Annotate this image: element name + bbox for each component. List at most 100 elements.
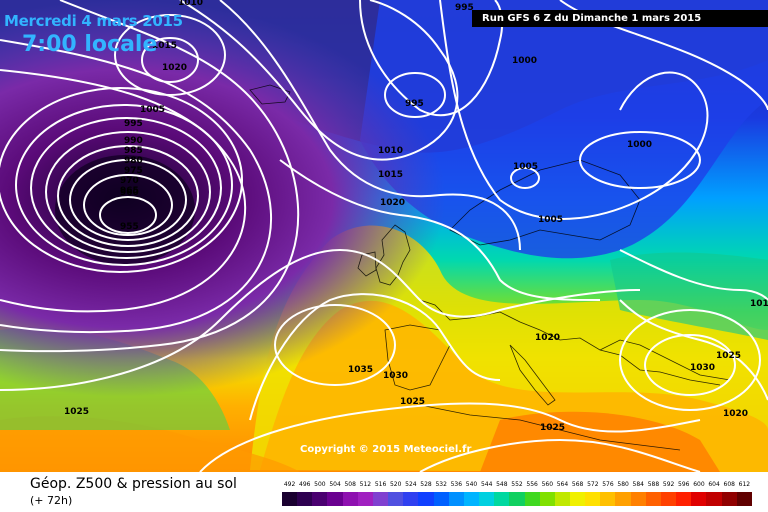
color-scale-swatch [569, 492, 586, 506]
coast-europe [419, 299, 721, 386]
isobar-label: 101 [750, 299, 768, 309]
isobar-1000-russia [579, 131, 701, 189]
color-scale-value: 576 [602, 481, 614, 488]
isobar-label: 970 [120, 176, 139, 186]
isobar-label: 985 [124, 146, 143, 156]
color-scale-swatch [615, 492, 631, 506]
color-scale-value: 564 [556, 481, 569, 488]
color-scale-value: 536 [450, 481, 463, 488]
isobar-1015-east [619, 249, 768, 301]
color-scale-labels: 492 496 500 504 508 512 516 520 524 528 532 536 540 5… [282, 481, 752, 491]
color-scale-value: 604 [708, 481, 720, 488]
isobar-1025-balkans [619, 309, 761, 411]
isobar-1025-atlantic [0, 248, 641, 391]
color-scale-swatch [297, 492, 313, 506]
isobar-label: 1000 [512, 56, 537, 66]
isobar-970 [57, 145, 199, 247]
isobar-label: 1025 [400, 397, 425, 407]
color-scale-value: 524 [405, 481, 417, 488]
isobar-995-west [0, 69, 247, 313]
color-scale-swatch [585, 492, 601, 506]
coast-africa [379, 404, 681, 451]
model-run-banner: Run GFS 6 Z du Dimanche 1 mars 2015 [472, 10, 768, 27]
color-scale-swatch [600, 492, 616, 506]
color-scale-swatch [736, 492, 752, 506]
isobar-980 [30, 117, 222, 259]
coast-scandinavia [449, 159, 641, 246]
isobar-label: 955 [120, 222, 139, 232]
forecast-date: Mercredi 4 mars 2015 [4, 12, 183, 30]
color-scale-value: 612 [738, 481, 751, 488]
isobar-1010-north [179, 0, 459, 161]
isobar-labels: 1010 995 1015 1020 1005 995 990 985 980 … [64, 0, 768, 433]
isobar-label: 1005 [538, 215, 563, 225]
color-scale-swatch [357, 492, 373, 506]
color-scale-value: 544 [480, 481, 493, 488]
color-scale-swatch [706, 492, 722, 506]
color-scale-swatch [403, 492, 419, 506]
isobar-label: 990 [124, 136, 143, 146]
color-scale-swatch [691, 492, 707, 506]
isobar-label: 1020 [380, 198, 405, 208]
color-scale-value: 608 [723, 481, 735, 488]
coast-balkans [599, 339, 731, 381]
color-scale-value: 516 [374, 481, 387, 488]
isobar-1005-baltic [510, 167, 540, 189]
isobar-label: 965 [120, 186, 139, 196]
isobar-label: 995 [124, 119, 143, 129]
coast-iberia [384, 324, 451, 391]
legend-subtitle: (+ 72h) [30, 494, 73, 507]
color-scale-swatch [282, 492, 298, 506]
isobar-label: 1005 [513, 162, 538, 172]
color-scale-value: 552 [511, 481, 523, 488]
coast-italy [509, 344, 556, 406]
color-scale-swatch [418, 492, 434, 506]
color-scale-value: 540 [465, 481, 478, 488]
isobar-label: 975 [124, 166, 143, 176]
color-scale-value: 572 [587, 481, 599, 488]
legend-footer: Géop. Z500 & pression au sol (+ 72h) 492… [0, 472, 768, 512]
isobar-label: 1010 [178, 0, 203, 8]
color-scale-swatch [630, 492, 646, 506]
isobar-955 [99, 196, 157, 234]
isobar-label: 1030 [690, 363, 715, 373]
isobar-965 [69, 159, 187, 241]
isobar-1015-iceland [114, 14, 226, 96]
color-scale-swatch [676, 492, 692, 506]
color-scale-swatch [539, 492, 555, 506]
isobar-label: 1010 [378, 146, 403, 156]
isobar-label: 995 [405, 99, 424, 109]
isobar-label: 1035 [348, 365, 373, 375]
color-scale-value: 596 [678, 481, 690, 488]
color-scale-swatch [327, 492, 343, 506]
isobar-label: 1000 [627, 140, 652, 150]
color-scale-swatch [509, 492, 525, 506]
color-scale-value: 560 [541, 481, 554, 488]
color-scale-swatch [372, 492, 389, 506]
color-scale-swatch [312, 492, 328, 506]
isobar-1005-scandinavia [439, 0, 709, 220]
coast-ireland [357, 251, 377, 277]
coastlines [249, 84, 731, 451]
isobar-label: 1015 [152, 41, 177, 51]
color-scale-value: 492 [283, 481, 296, 488]
isobar-1030-balkans [644, 334, 736, 396]
color-scale-swatch [554, 492, 570, 506]
isobar-1020-south [419, 438, 701, 472]
color-scale-value: 504 [329, 481, 341, 488]
isobar-975 [45, 131, 211, 253]
isobar-label: 1025 [540, 423, 565, 433]
color-scale-value: 508 [344, 481, 356, 488]
color-scale-swatch [479, 492, 495, 506]
isobar-1015-mid [219, 0, 521, 251]
isobar-960 [83, 174, 173, 236]
isobar-label: 1020 [723, 409, 748, 419]
color-scale-value: 548 [496, 481, 508, 488]
isobar-label: 960 [120, 188, 139, 198]
color-scale-swatch [645, 492, 661, 506]
forecast-time: 7:00 locale [22, 32, 158, 57]
color-scale-swatch [342, 492, 358, 506]
color-scale-value: 532 [435, 481, 447, 488]
color-scale-swatch [433, 492, 449, 506]
